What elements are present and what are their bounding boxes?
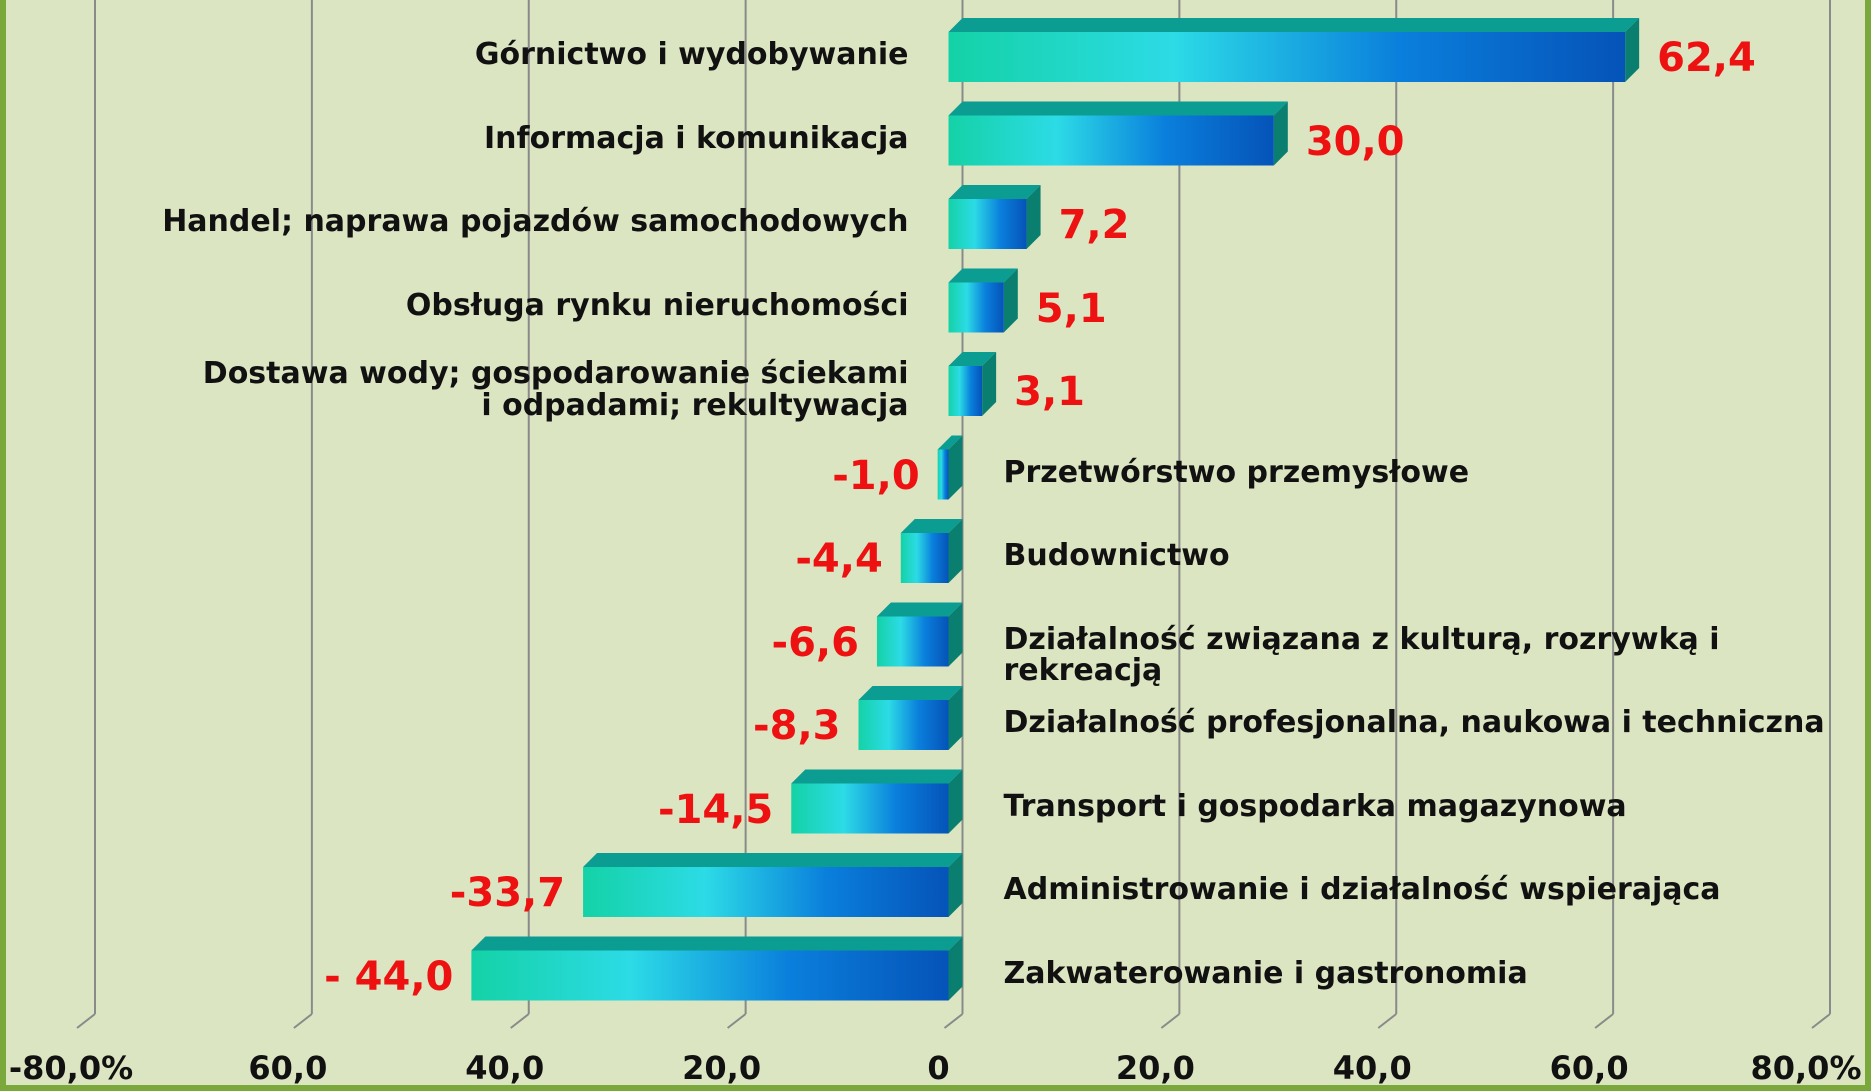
bar: [858, 686, 962, 750]
grid-foot: [945, 1014, 963, 1028]
bar-top: [471, 937, 962, 951]
value-label: -33,7: [450, 872, 565, 914]
bar: [791, 770, 962, 834]
bar: [949, 18, 1640, 82]
value-label: -4,4: [795, 538, 882, 580]
value-label: 5,1: [1036, 288, 1107, 330]
bar: [938, 436, 963, 500]
category-label: Informacja i komunikacja: [484, 123, 908, 155]
bar-front: [471, 951, 948, 1001]
grid-foot: [1378, 1014, 1396, 1028]
x-tick-label: 60,0: [1550, 1052, 1629, 1086]
grid-foot: [511, 1014, 529, 1028]
bar-front: [949, 116, 1274, 166]
x-tick-label: 0: [927, 1052, 949, 1086]
value-label: -1,0: [832, 455, 919, 497]
bar: [949, 352, 997, 416]
bar: [471, 937, 962, 1001]
bar-top: [877, 603, 963, 617]
bar-front: [901, 533, 949, 583]
x-tick-label: 20,0: [682, 1052, 761, 1086]
grid-line: [77, 0, 95, 1028]
bar-front: [949, 32, 1626, 82]
category-label: Transport i gospodarka magazynowa: [1004, 791, 1627, 823]
value-label: 3,1: [1014, 371, 1085, 413]
value-label: - 44,0: [324, 956, 453, 998]
value-label: 30,0: [1306, 121, 1405, 163]
bar: [901, 519, 963, 583]
value-label: 7,2: [1059, 204, 1130, 246]
grid-foot: [294, 1014, 312, 1028]
bar: [949, 269, 1018, 333]
bar-front: [949, 366, 983, 416]
x-tick-label: 20,0: [1116, 1052, 1195, 1086]
category-label: Dostawa wody; gospodarowanie ściekami i …: [203, 358, 909, 421]
x-tick-label: 60,0: [248, 1052, 327, 1086]
category-label: Przetwórstwo przemysłowe: [1004, 457, 1470, 489]
bar-top: [949, 185, 1041, 199]
value-label: 62,4: [1657, 37, 1756, 79]
bar-front: [791, 784, 948, 834]
grid-foot: [1812, 1014, 1830, 1028]
grid-foot: [1161, 1014, 1179, 1028]
bar-front: [949, 199, 1027, 249]
bar-front: [858, 700, 948, 750]
x-tick-label: 80,0%: [1750, 1052, 1861, 1086]
bar-top: [858, 686, 962, 700]
bar-top: [949, 102, 1288, 116]
grid-line: [1812, 0, 1830, 1028]
category-label: Działalność profesjonalna, naukowa i tec…: [1004, 707, 1825, 739]
value-label: -6,6: [771, 622, 858, 664]
category-label: Zakwaterowanie i gastronomia: [1004, 958, 1528, 990]
category-label: Obsługa rynku nieruchomości: [406, 290, 909, 322]
bar: [583, 853, 962, 917]
category-label: Handel; naprawa pojazdów samochodowych: [162, 206, 908, 238]
x-tick-label: 40,0: [1333, 1052, 1412, 1086]
category-label: Budownictwo: [1004, 540, 1230, 572]
bar-top: [949, 18, 1640, 32]
bar-top: [791, 770, 962, 784]
plot: [0, 0, 1871, 1091]
bar: [877, 603, 963, 667]
value-label: -14,5: [658, 789, 773, 831]
chart: -80,0% 60,0 40,0 20,0 0 20,0 40,0 60,0 80,0% Górn…: [0, 0, 1871, 1091]
category-label: Administrowanie i działalność wspierając…: [1004, 874, 1721, 906]
bar-front: [949, 283, 1004, 333]
category-label: Działalność związana z kulturą, rozrywką…: [1004, 624, 1871, 687]
bar-front: [583, 867, 948, 917]
x-tick-label: 40,0: [465, 1052, 544, 1086]
bar: [949, 185, 1041, 249]
grid-line: [294, 0, 312, 1028]
value-label: -8,3: [753, 705, 840, 747]
grid-foot: [77, 1014, 95, 1028]
bar-top: [583, 853, 962, 867]
x-tick-label: -80,0%: [9, 1052, 133, 1086]
bar-front: [938, 450, 949, 500]
grid-foot: [1595, 1014, 1613, 1028]
bar-front: [877, 617, 949, 667]
grid-foot: [728, 1014, 746, 1028]
category-label: Górnictwo i wydobywanie: [475, 39, 909, 71]
bar: [949, 102, 1288, 166]
